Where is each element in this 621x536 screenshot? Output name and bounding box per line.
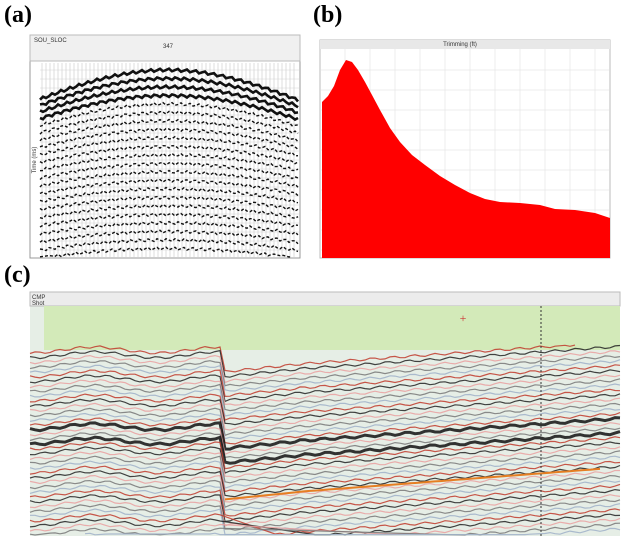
reflector (30, 503, 621, 536)
event (39, 135, 299, 157)
reflector (29, 355, 621, 387)
event (39, 246, 293, 258)
reflector (29, 474, 621, 509)
reflector (29, 350, 621, 384)
reflector (29, 412, 621, 445)
panel-c-row-label: CMP (32, 295, 45, 301)
panel-c-header (29, 291, 621, 307)
reflector (84, 527, 621, 536)
event (39, 152, 299, 172)
event (39, 195, 299, 212)
panel-b-area (322, 60, 610, 258)
event (39, 169, 299, 188)
horizon (224, 467, 601, 501)
panel-label: (c) (4, 262, 31, 288)
event (39, 75, 299, 109)
panel-b-axis-strip (320, 40, 610, 49)
reflector (29, 450, 621, 484)
reflector (29, 374, 621, 406)
reflector (29, 402, 621, 437)
event (39, 144, 299, 165)
event (39, 161, 299, 181)
reflector (29, 522, 621, 536)
event (39, 220, 299, 236)
panel-a-marker: 347 (163, 44, 174, 50)
event (39, 92, 299, 122)
event (39, 186, 299, 204)
reflector (29, 508, 621, 535)
reflector (29, 408, 621, 440)
reflector (29, 344, 621, 378)
reflector (29, 359, 621, 392)
reflector (29, 494, 621, 527)
panel-c-reflectors (29, 344, 621, 536)
reflector (29, 383, 621, 417)
reflector (29, 513, 621, 536)
panel-c-cursor: + (460, 311, 467, 325)
event (39, 178, 299, 197)
reflector (29, 388, 621, 421)
event (39, 203, 299, 220)
event (39, 127, 299, 150)
reflector (29, 369, 621, 403)
reflector (29, 455, 621, 489)
event (39, 212, 299, 228)
reflector (29, 422, 621, 456)
reflector (29, 427, 621, 459)
reflector (29, 397, 621, 431)
event (39, 229, 299, 245)
reflector (29, 460, 621, 493)
panel-c-band (44, 306, 620, 350)
reflector (29, 446, 621, 479)
panel-label: (a) (4, 2, 32, 28)
panel-a-header (29, 34, 301, 62)
reflector (29, 364, 621, 398)
event (39, 84, 299, 115)
event (39, 110, 299, 135)
reflector (29, 436, 621, 470)
reflector (29, 464, 621, 498)
reflector (29, 499, 621, 531)
reflector (29, 441, 621, 474)
reflector (29, 378, 621, 412)
event (39, 101, 299, 128)
reflector (29, 480, 621, 512)
panel-a-traces (39, 63, 300, 258)
event (39, 67, 300, 103)
panel-label: (b) (313, 2, 342, 28)
reflector (29, 483, 621, 517)
panel-c-row-label: Shot (32, 301, 45, 307)
reflector (29, 393, 621, 426)
reflector (29, 416, 621, 451)
panel-b-axis-title: Trimming (ft) (443, 42, 477, 48)
reflector (29, 430, 621, 465)
panel-a-axis-title: Time (ms) (32, 147, 38, 174)
event (39, 118, 299, 143)
reflector (29, 488, 621, 523)
reflector (29, 517, 621, 536)
panel-a-header-text: SOU_SLOC (34, 38, 67, 44)
reflector (29, 344, 576, 373)
event (39, 237, 299, 253)
